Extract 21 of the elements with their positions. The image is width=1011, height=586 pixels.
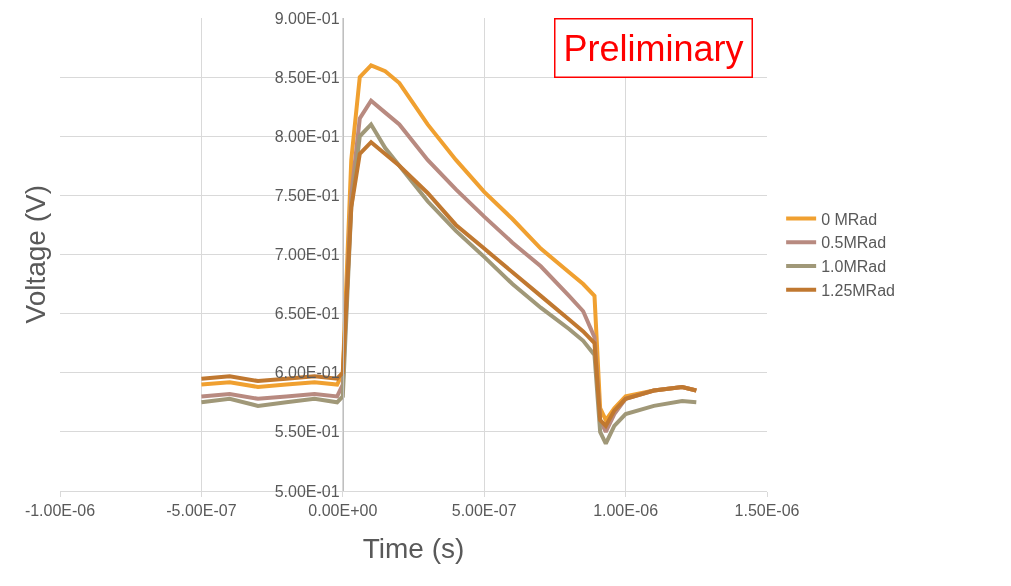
annotation: Preliminary xyxy=(563,27,744,69)
y-tick-label: 7.00E-01 xyxy=(274,246,340,264)
legend-label: 0.5MRad xyxy=(821,234,887,252)
x-axis-title: Time (s) xyxy=(362,533,465,565)
y-tick-label: 8.00E-01 xyxy=(274,127,340,145)
y-tick-label: 9.00E-01 xyxy=(274,9,340,27)
x-tick-label: 0.00E+00 xyxy=(308,502,378,520)
x-tick-label: 1.50E-06 xyxy=(734,502,800,520)
legend-label: 1.25MRad xyxy=(821,282,895,300)
x-tick-label: 5.00E-07 xyxy=(451,502,517,520)
y-tick-label: 7.50E-01 xyxy=(274,186,340,204)
x-tick-label: -1.00E-06 xyxy=(24,502,96,520)
x-tick-label: -5.00E-07 xyxy=(166,502,237,520)
y-tick-label: 5.50E-01 xyxy=(274,423,340,441)
legend-label: 0 MRad xyxy=(821,210,878,228)
y-tick-label: 5.00E-01 xyxy=(274,482,340,500)
y-tick-label: 8.50E-01 xyxy=(274,68,340,86)
x-tick-label: 1.00E-06 xyxy=(593,502,659,520)
y-axis-title: Voltage (V) xyxy=(19,184,51,324)
y-tick-label: 6.50E-01 xyxy=(274,305,340,323)
legend-label: 1.0MRad xyxy=(821,258,887,276)
